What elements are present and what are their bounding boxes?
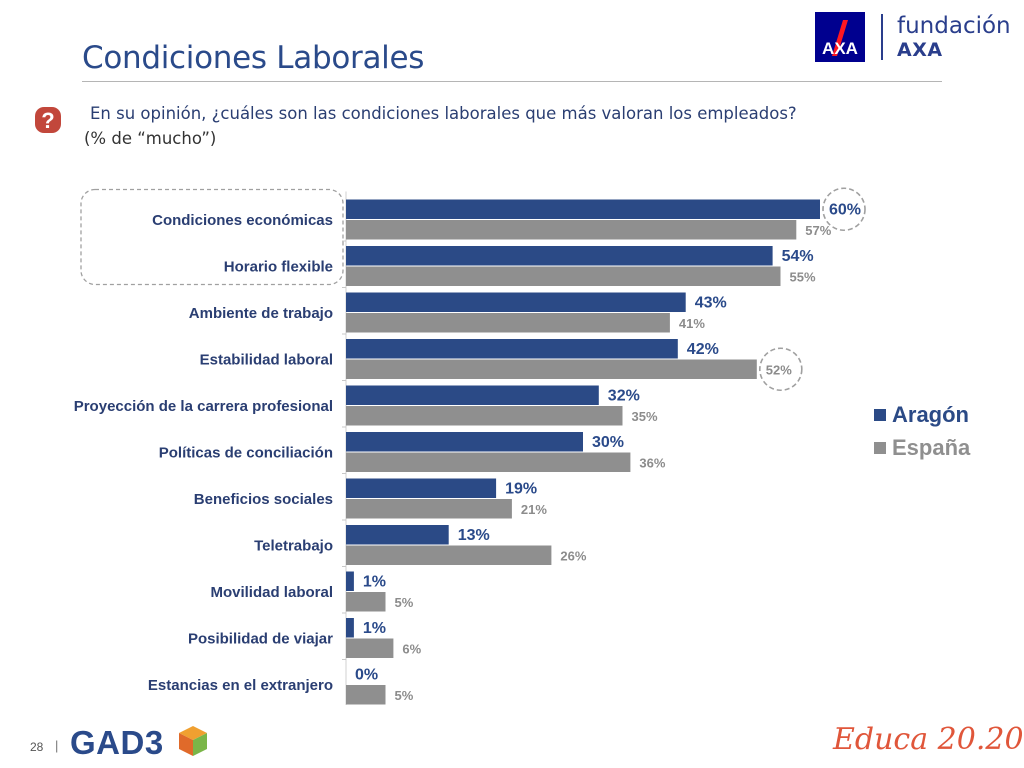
data-label-espana: 52% xyxy=(766,363,792,378)
bar-espana xyxy=(346,592,386,612)
data-label-espana: 55% xyxy=(790,270,816,285)
gad3-logo: GAD3 xyxy=(70,724,207,762)
axa-logo-text: AXA xyxy=(822,39,858,58)
page-number: 28 xyxy=(30,740,44,754)
chart-legend: Aragón España xyxy=(874,398,970,464)
cube-icon xyxy=(179,726,207,756)
data-label-espana: 5% xyxy=(395,688,414,703)
data-label-aragon: 54% xyxy=(782,248,814,265)
data-label-espana: 41% xyxy=(679,316,705,331)
bar-espana xyxy=(346,220,797,240)
fundacion-label: fundación xyxy=(897,13,1011,39)
data-label-aragon: 32% xyxy=(608,388,640,405)
bar-espana xyxy=(346,266,781,286)
survey-subtitle: (% de “mucho”) xyxy=(84,129,217,148)
data-label-espana: 21% xyxy=(521,502,547,517)
highlight-circle xyxy=(822,187,866,232)
legend-swatch-aragon xyxy=(874,408,886,421)
bar-aragon xyxy=(346,292,686,312)
category-label: Posibilidad de viajar xyxy=(188,631,333,648)
category-label: Beneficios sociales xyxy=(194,491,333,508)
bar-aragon xyxy=(346,246,773,266)
bar-espana xyxy=(346,499,512,519)
category-label: Teletrabajo xyxy=(254,538,333,555)
bar-espana xyxy=(346,313,670,333)
category-label: Proyección de la carrera profesional xyxy=(74,398,333,415)
fundacion-axa-label: AXA xyxy=(897,39,943,61)
category-label: Ambiente de trabajo xyxy=(189,305,333,322)
data-label-aragon: 1% xyxy=(363,574,386,591)
data-label-aragon: 0% xyxy=(355,667,378,684)
highlight-box xyxy=(80,188,344,286)
axa-logo-icon: AXA xyxy=(815,12,865,62)
category-label: Movilidad laboral xyxy=(210,584,333,601)
highlight-circle xyxy=(758,347,803,392)
logo-divider xyxy=(881,14,883,60)
bar-aragon xyxy=(346,432,583,452)
bar-aragon xyxy=(346,525,449,545)
bar-aragon xyxy=(346,385,599,405)
bar-espana xyxy=(346,452,631,472)
data-label-aragon: 42% xyxy=(687,341,719,358)
legend-swatch-espana xyxy=(874,441,886,454)
fundacion-axa-logo: fundación AXA xyxy=(897,14,1011,62)
educa-logo: Educa 20.20 xyxy=(833,722,1024,757)
survey-question: En su opinión, ¿cuáles son las condicion… xyxy=(90,104,797,123)
data-label-espana: 57% xyxy=(805,223,831,238)
data-label-espana: 6% xyxy=(402,642,421,657)
data-label-espana: 36% xyxy=(639,456,665,471)
legend-label-espana: España xyxy=(892,434,971,460)
bar-espana xyxy=(346,359,757,379)
gad3-logo-text: GAD3 xyxy=(70,724,164,761)
data-label-aragon: 43% xyxy=(695,295,727,312)
data-label-espana: 35% xyxy=(632,409,658,424)
data-label-aragon: 1% xyxy=(363,620,386,637)
bar-aragon xyxy=(346,199,820,219)
bar-aragon xyxy=(346,339,678,359)
data-label-espana: 5% xyxy=(395,595,414,610)
data-label-aragon: 60% xyxy=(829,202,861,219)
legend-item-espana: España xyxy=(874,431,970,464)
legend-label-aragon: Aragón xyxy=(892,401,969,427)
data-label-aragon: 30% xyxy=(592,434,624,451)
bar-espana xyxy=(346,685,386,705)
data-label-espana: 26% xyxy=(560,549,586,564)
legend-item-aragon: Aragón xyxy=(874,398,970,431)
svg-text:?: ? xyxy=(41,108,54,133)
data-label-aragon: 19% xyxy=(505,481,537,498)
page-title: Condiciones Laborales xyxy=(82,40,425,76)
category-label: Condiciones económicas xyxy=(152,212,333,229)
footer-separator: | xyxy=(55,738,59,753)
title-divider xyxy=(82,81,942,82)
bar-aragon xyxy=(346,571,354,591)
data-label-aragon: 13% xyxy=(458,527,490,544)
bar-espana xyxy=(346,638,394,658)
question-mark-icon: ? xyxy=(35,107,61,133)
category-label: Políticas de conciliación xyxy=(159,445,333,462)
category-label: Horario flexible xyxy=(224,259,333,276)
bar-aragon xyxy=(346,618,354,638)
category-label: Estabilidad laboral xyxy=(200,352,333,369)
category-label: Estancias en el extranjero xyxy=(148,677,333,694)
bar-espana xyxy=(346,406,623,426)
bar-espana xyxy=(346,545,552,565)
bar-aragon xyxy=(346,478,497,498)
